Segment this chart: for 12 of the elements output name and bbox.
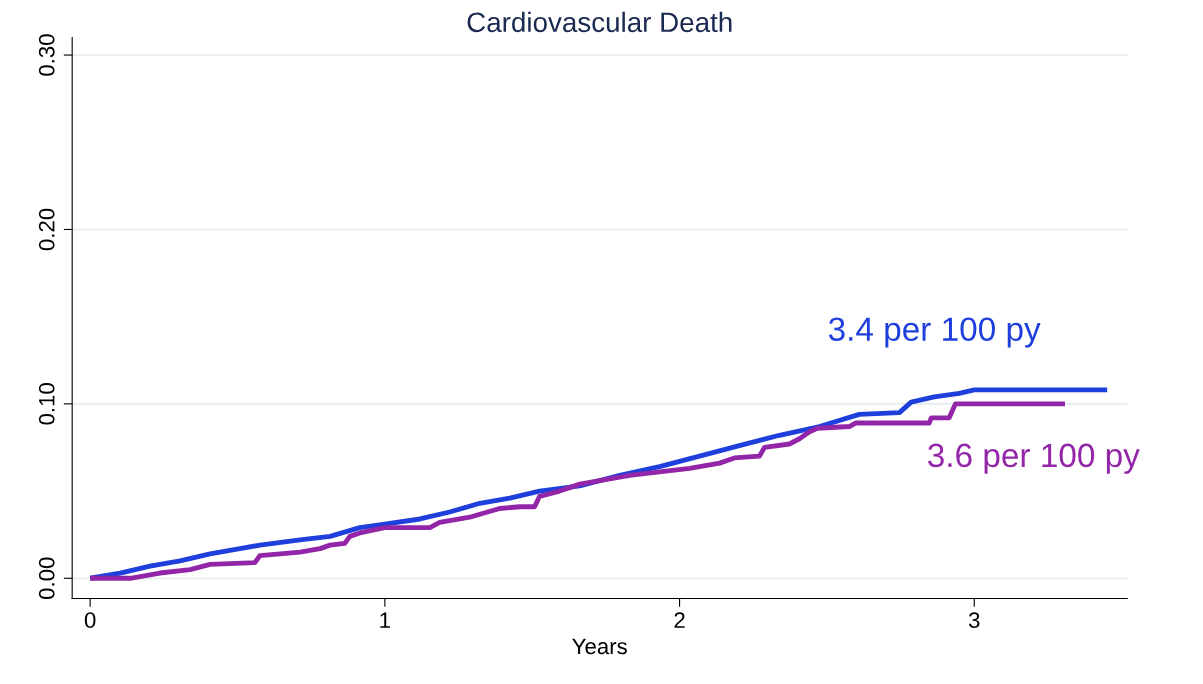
- y-tick-label: 0.00: [38, 557, 55, 600]
- x-tick-label: 1: [380, 612, 390, 628]
- y-tick-label: 0.30: [38, 34, 55, 76]
- annotation: 3.4 per 100 py: [828, 317, 1041, 348]
- x-tick-label: 2: [674, 612, 685, 628]
- annotation: 3.6 per 100 py: [928, 443, 1140, 474]
- x-tick-label: 0: [84, 612, 96, 629]
- x-tick-label: 3: [968, 612, 980, 629]
- y-tick-label: 0.20: [38, 208, 55, 251]
- chart-title: Cardiovascular Death: [467, 11, 732, 33]
- y-tick-label: 0.10: [38, 383, 55, 425]
- x-axis-title: Years: [572, 638, 627, 655]
